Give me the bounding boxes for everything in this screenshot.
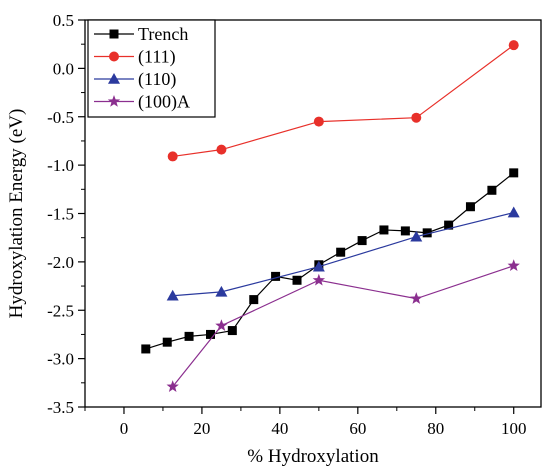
legend-label: Trench (138, 24, 188, 44)
y-tick-label: -3.0 (47, 350, 74, 369)
data-point (422, 228, 432, 238)
data-point (162, 337, 172, 347)
data-point (508, 40, 519, 51)
y-axis-title: Hydroxylation Energy (eV) (6, 109, 27, 319)
legend-label: (111) (138, 47, 176, 68)
data-point (271, 271, 281, 281)
legend-label: (110) (138, 69, 176, 90)
y-tick-label: -2.5 (47, 301, 74, 320)
data-point (141, 344, 151, 354)
data-point (411, 112, 422, 123)
legend-marker (109, 51, 119, 62)
data-point (292, 275, 302, 285)
legend-item: (111) (94, 47, 176, 68)
data-point (205, 329, 215, 339)
data-point (249, 295, 259, 305)
y-tick-label: -1.0 (47, 156, 74, 175)
data-point (312, 273, 326, 286)
y-tick-label: -0.5 (47, 108, 74, 127)
legend-item: (100)A (94, 92, 190, 113)
x-tick-label: 20 (193, 419, 210, 438)
data-point (379, 225, 389, 235)
data-point (507, 259, 520, 271)
data-point (167, 151, 178, 162)
series-layer (141, 40, 520, 392)
data-point (357, 236, 367, 246)
series-3 (166, 259, 520, 392)
data-point (410, 230, 423, 242)
series-1 (167, 40, 519, 162)
x-tick-label: 100 (501, 419, 527, 438)
y-tick-label: 0.0 (53, 59, 74, 78)
data-point (184, 331, 194, 341)
data-point (313, 116, 324, 127)
series-line (172, 44, 515, 158)
legend-marker (109, 29, 119, 39)
data-point (312, 260, 325, 272)
data-point (166, 289, 179, 301)
series-0 (141, 168, 519, 354)
legend-box (87, 19, 216, 118)
data-point (215, 319, 228, 331)
y-axis: 0.5 0.0 -0.5 -1.0 -1.5 -2.0 -2.5 -3.0 -3.5 (47, 11, 85, 417)
legend-item: (110) (94, 69, 176, 90)
data-point (216, 144, 227, 155)
x-axis: 0 20 40 60 80 100 (84, 407, 527, 438)
y-tick-label: -1.5 (47, 205, 74, 224)
data-point (509, 168, 519, 178)
series-line (145, 172, 515, 350)
data-point (465, 202, 475, 212)
x-tick-label: 60 (349, 419, 366, 438)
x-tick-label: 80 (427, 419, 444, 438)
data-point (410, 292, 423, 304)
x-axis-title: % Hydroxylation (247, 446, 379, 467)
legend-item: Trench (94, 24, 188, 44)
data-point (215, 285, 228, 297)
legend-marker (108, 73, 120, 84)
data-point (444, 220, 454, 230)
x-tick-label: 0 (120, 419, 129, 438)
data-point (227, 326, 237, 336)
data-point (166, 380, 179, 392)
legend: Trench (111)(110)(100)A (87, 19, 216, 118)
y-tick-label: 0.5 (53, 11, 74, 30)
data-point (400, 226, 410, 236)
series-2 (166, 206, 520, 301)
y-tick-label: -3.5 (47, 398, 74, 417)
x-tick-label: 40 (271, 419, 288, 438)
legend-label: (100)A (138, 92, 190, 113)
y-tick-label: -2.0 (47, 253, 74, 272)
data-point (507, 206, 520, 218)
data-point (336, 247, 346, 257)
data-point (487, 185, 497, 195)
legend-marker (107, 95, 121, 107)
